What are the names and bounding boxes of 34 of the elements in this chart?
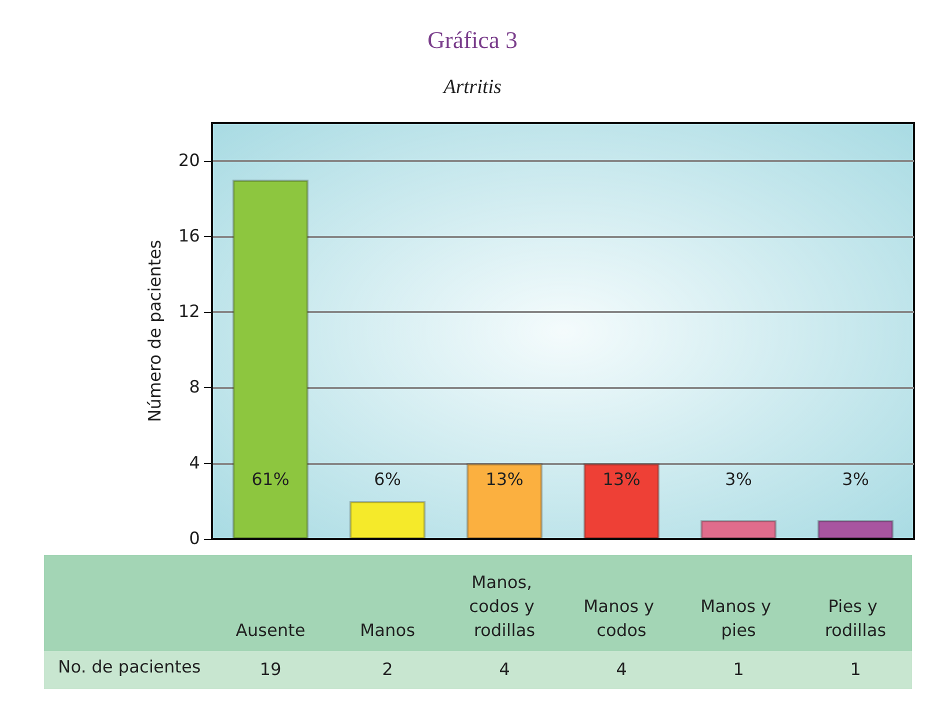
x-tick-label: Manos: [360, 621, 416, 641]
bar: [350, 501, 426, 539]
annotation: 3%: [725, 470, 752, 490]
annotation: 3%: [842, 470, 869, 490]
chart-subtitle: Artritis: [442, 76, 502, 98]
data-label: 4: [499, 660, 510, 680]
annotation: 13%: [486, 470, 524, 490]
y-axis-title: Número de pacientes: [146, 240, 166, 422]
data-label: 19: [260, 660, 282, 680]
bar: [700, 520, 776, 539]
text: No. de pacientes: [58, 658, 201, 678]
y-tick-label: 20: [178, 150, 200, 171]
x-tick-label: Manos, codos y rodillas: [469, 573, 540, 641]
y-tick-label: 8: [189, 378, 200, 398]
y-tick-label: 4: [189, 453, 200, 474]
x-tick-label: Manos y codos: [584, 597, 660, 641]
annotation: 13%: [602, 470, 640, 490]
x-tick-label: Manos y pies: [700, 597, 776, 641]
data-label: 1: [850, 660, 861, 680]
x-tick-label: Pies y rodillas: [824, 597, 886, 641]
y-tick-label: 12: [178, 302, 200, 322]
annotation: 61%: [252, 470, 290, 490]
data-label: 4: [616, 660, 627, 680]
data-label: 1: [733, 660, 744, 680]
annotation: 6%: [374, 470, 401, 490]
chart-title: Gráfica 3: [428, 28, 518, 54]
y-tick-label: 16: [178, 226, 200, 246]
data-label: 2: [382, 660, 393, 680]
x-tick-label: Ausente: [236, 621, 306, 641]
bar: [466, 463, 542, 539]
bar: [232, 180, 308, 539]
bar: [818, 520, 894, 539]
bar: [584, 463, 660, 539]
y-tick-label: 0: [189, 529, 200, 549]
